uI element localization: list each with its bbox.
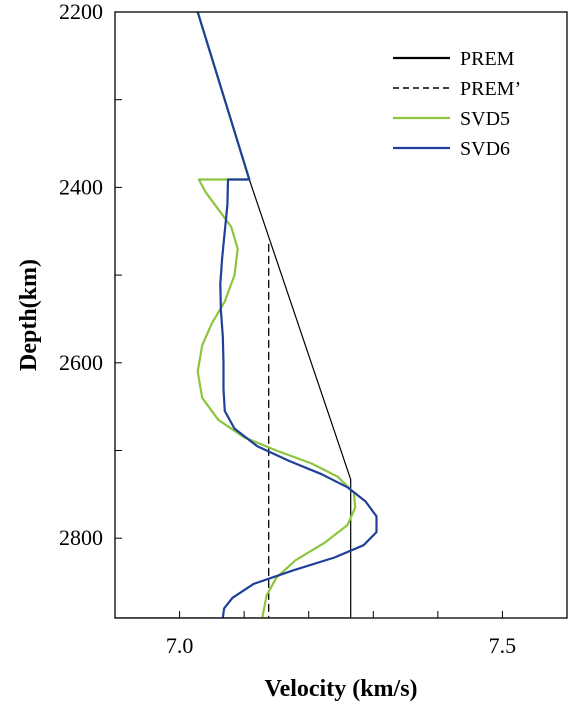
legend-label: PREM <box>460 48 515 70</box>
legend: PREM PREM’ SVD5 SVD6 <box>393 48 521 160</box>
x-axis-title: Velocity (km/s) <box>264 676 417 702</box>
x-tick-label: 7.5 <box>489 633 517 658</box>
y-tick-label: 2800 <box>59 525 103 550</box>
series-line-3 <box>196 12 357 618</box>
ticks-layer: 2200 2400 2600 2800 7.0 7.5 <box>59 0 568 658</box>
y-tick-label: 2400 <box>59 174 103 199</box>
plot-frame <box>114 11 568 619</box>
series-line-4 <box>196 12 378 618</box>
legend-label: SVD5 <box>460 108 510 130</box>
y-tick-label: 2600 <box>59 350 103 375</box>
legend-label: SVD6 <box>460 138 510 160</box>
series-line-1 <box>115 12 352 618</box>
series-layer <box>115 12 378 618</box>
legend-label: PREM’ <box>460 78 521 100</box>
y-axis-title: Depth(km) <box>16 259 42 371</box>
y-tick-label: 2200 <box>59 0 103 24</box>
x-tick-label: 7.0 <box>166 633 194 658</box>
